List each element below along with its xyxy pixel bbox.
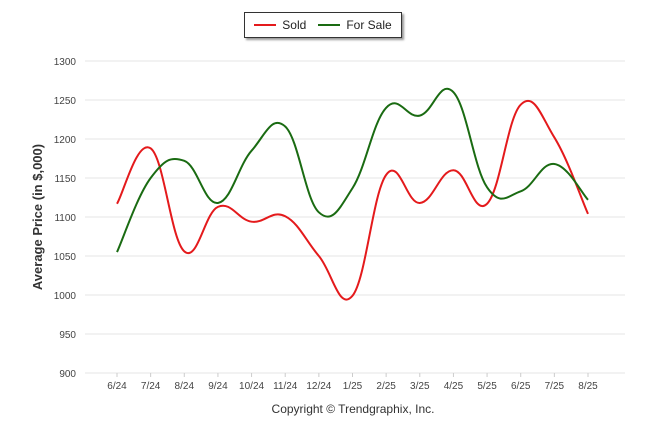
series-lines <box>116 88 589 301</box>
legend-swatch-sold <box>254 24 277 26</box>
legend: Sold For Sale <box>244 12 402 38</box>
y-tick-label: 1100 <box>54 213 76 224</box>
legend-item-sold[interactable]: Sold <box>254 18 306 32</box>
x-tick-label: 7/24 <box>141 381 161 392</box>
y-tick-label: 1150 <box>54 174 76 185</box>
x-tick-label: 7/25 <box>545 381 565 392</box>
x-tick-label: 5/25 <box>477 381 497 392</box>
x-tick-label: 11/24 <box>273 381 298 392</box>
y-tick-label: 1300 <box>54 57 77 68</box>
x-tick-label: 3/25 <box>410 381 430 392</box>
x-tick-label: 2/25 <box>376 381 396 392</box>
legend-label-sold: Sold <box>282 18 307 32</box>
x-tick-label: 6/25 <box>511 381 531 392</box>
legend-label-for-sale: For Sale <box>346 18 392 32</box>
x-tick-label: 4/25 <box>444 381 464 392</box>
y-axis-label: Average Price (in $,000) <box>30 144 45 290</box>
legend-swatch-for-sale <box>318 24 341 26</box>
legend-item-for-sale[interactable]: For Sale <box>318 18 392 32</box>
copyright-footer: Copyright © Trendgraphix, Inc. <box>271 402 435 416</box>
x-tick-label: 8/24 <box>175 381 195 392</box>
x-tick-label: 1/25 <box>343 381 363 392</box>
y-tick-label: 1250 <box>54 96 77 107</box>
y-tick-label: 900 <box>59 369 76 380</box>
y-tick-label: 1050 <box>54 252 77 263</box>
x-tick-label: 12/24 <box>306 381 331 392</box>
y-tick-label: 1200 <box>54 135 77 146</box>
x-tick-label: 9/24 <box>208 381 228 392</box>
y-tick-label: 1000 <box>54 291 77 302</box>
x-tick-label: 6/24 <box>107 381 127 392</box>
y-tick-label: 950 <box>59 330 76 341</box>
series-line-sold <box>116 99 589 301</box>
x-tick-label: 8/25 <box>578 381 598 392</box>
grid-lines <box>85 60 625 377</box>
x-tick-label: 10/24 <box>239 381 264 392</box>
x-tick-labels: 6/24 7/24 8/24 9/24 10/24 11/24 12/24 1/25 2/25 3… <box>107 381 598 392</box>
series-line-for-sale <box>116 88 589 253</box>
y-tick-labels: 900 950 1000 1050 1100 1150 1200 1250 1300 <box>54 57 77 380</box>
